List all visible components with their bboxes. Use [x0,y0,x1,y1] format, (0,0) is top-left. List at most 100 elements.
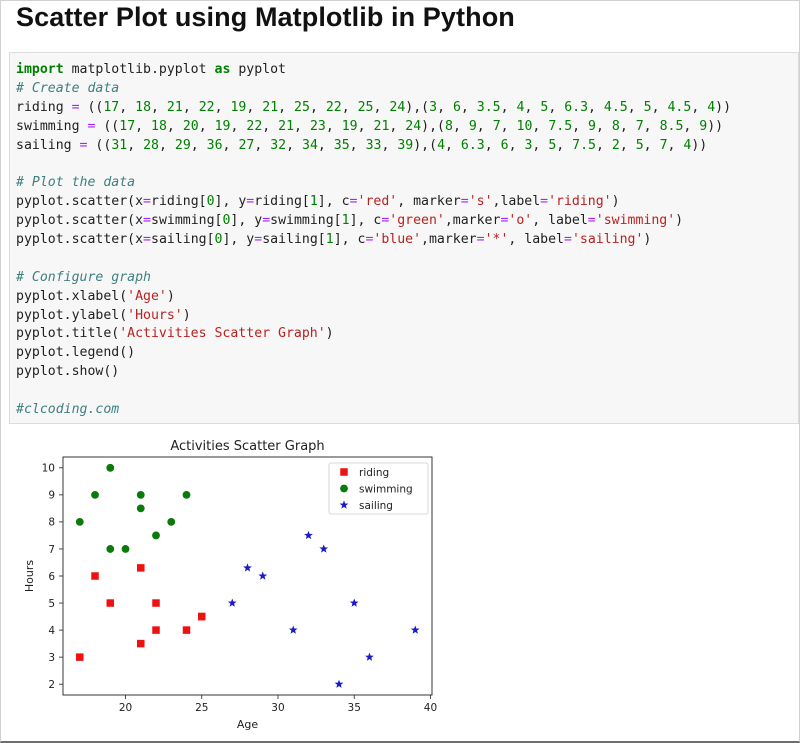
code-token: 7 [492,118,501,134]
code-token: , [230,118,247,134]
code-token: pyplot.xlabel( [16,288,128,304]
code-token: ) [182,307,191,323]
code-token: = [246,194,255,210]
y-tick-label: 4 [48,625,55,637]
code-token: 24 [389,99,406,115]
code-token: pyplot.title( [16,326,120,342]
code-token: , [262,118,279,134]
code-token: 4.5 [603,99,628,115]
code-token: 7.5 [548,118,573,134]
code-token: ) [675,213,684,229]
code-token: )) [691,137,708,153]
code-token: ,label [492,194,541,210]
code-token: 18 [135,99,152,115]
code-token: 17 [119,118,136,134]
code-line [16,382,731,401]
code-line: # Configure graph [16,269,731,288]
sailing-point [410,625,420,634]
code-token: , [127,137,144,153]
code-token: 0 [206,194,215,210]
code-token: ),( [405,99,430,115]
sailing-point [365,652,374,661]
code-token: ,marker [421,232,477,248]
code-token: = [500,213,509,229]
code-token: , [182,99,199,115]
code-token: , [500,99,517,115]
x-axis-label: Age [237,718,259,731]
sailing-point [227,598,237,607]
code-line: sailing = ((31, 28, 29, 36, 27, 32, 34, … [16,137,731,156]
scatter-plot-figure: Activities Scatter Graph 20 25 30 35 40 2 3 4 5 6 7… [0,428,445,738]
code-token: 5 [635,137,644,153]
page-title: Scatter Plot using Matplotlib in Python [16,2,515,32]
code-token: , [381,137,398,153]
code-token: , [524,99,541,115]
code-block: import matplotlib.pyplot as pyplot # Crea… [16,61,731,420]
sailing-point [258,571,268,580]
sailing-point [243,563,252,572]
riding-point [182,626,191,634]
code-token: , [151,99,167,115]
swimming-point [152,531,160,540]
code-token: , [548,99,565,115]
code-token: ) [643,232,652,248]
code-token: = [87,118,96,134]
code-token: 'swimming' [595,213,676,229]
code-token: , [588,99,604,115]
x-tick-label: 40 [424,702,437,714]
code-token: pyplot.scatter(x [16,194,144,210]
code-token: ) [611,194,620,210]
code-line: pyplot.scatter(x=swimming[0], y=swimming… [16,212,731,231]
code-token: , label [508,232,564,248]
code-token: , [651,99,668,115]
code-token: #clcoding.com [16,402,120,418]
code-token: (( [95,118,120,134]
swimming-point [182,490,191,499]
code-token: # Create data [16,80,120,96]
legend-marker-riding [340,468,348,476]
code-token: , [460,99,477,115]
x-tick-label: 30 [271,702,284,714]
code-line: #clcoding.com [16,401,731,420]
code-token: , [222,137,239,153]
scatter-plot-svg: Activities Scatter Graph 20 25 30 35 40 2 3 4 5 6 7… [23,439,437,731]
code-token: 35 [333,137,350,153]
code-token: 2 [611,137,620,153]
code-token: 'sailing' [571,232,644,248]
code-token: , [254,137,271,153]
riding-point [137,564,145,572]
code-token: 18 [151,118,167,134]
code-token: , [619,137,636,153]
code-token: , [500,118,517,134]
code-token: 21 [373,118,390,134]
code-token: , [627,99,644,115]
swimming-point [136,490,145,499]
code-token: 'riding' [548,194,612,210]
code-token: , [357,118,374,134]
code-token: pyplot.scatter(x [16,232,144,248]
code-token: , [595,137,612,153]
code-token: , [667,137,684,153]
code-token: # Configure graph [16,269,151,285]
code-line: swimming = ((17, 18, 20, 19, 22, 21, 23,… [16,118,731,137]
code-token: 28 [143,137,159,153]
code-token: ) [166,288,175,304]
swimming-point [91,490,99,499]
code-token: , [619,118,636,134]
code-token: sailing[ [262,232,326,248]
code-token: (( [87,137,112,153]
swimming-point [75,518,84,526]
code-token: ], c [333,232,366,248]
code-token: = [254,232,263,248]
code-line: pyplot.show() [16,363,731,382]
code-token: 4 [437,137,446,153]
code-token: , [484,137,501,153]
code-token: = [587,213,596,229]
code-token: swimming[ [151,213,223,229]
code-token: ], y [230,213,263,229]
code-token: 3 [524,137,533,153]
code-token: 'Activities Scatter Graph' [119,326,326,342]
code-token: 34 [302,137,318,153]
code-token: , [278,99,295,115]
code-token: , [198,118,215,134]
